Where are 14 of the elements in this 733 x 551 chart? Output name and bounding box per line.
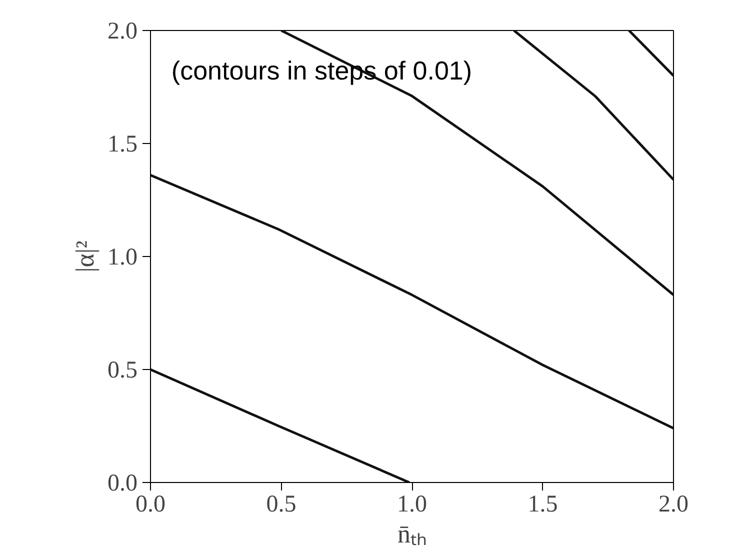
y-tick-label: 1.5	[108, 132, 138, 158]
y-tick-label: 2.0	[108, 18, 138, 44]
x-axis-title: n̄ₜₕ	[398, 520, 426, 548]
y-tick-label: 0.0	[108, 470, 138, 496]
x-tick-label: 0.5	[266, 492, 296, 518]
x-tick-label: 1.0	[397, 492, 427, 518]
x-tick-label: 0.0	[136, 492, 166, 518]
line-series	[280, 30, 674, 296]
x-tick-label: 1.5	[528, 492, 558, 518]
line-series	[150, 174, 674, 430]
y-tick-label: 1.0	[108, 244, 138, 270]
x-tick-label: 2.0	[658, 492, 688, 518]
y-tick-label: 0.5	[108, 358, 138, 384]
y-axis-title: |α|²	[70, 240, 100, 272]
